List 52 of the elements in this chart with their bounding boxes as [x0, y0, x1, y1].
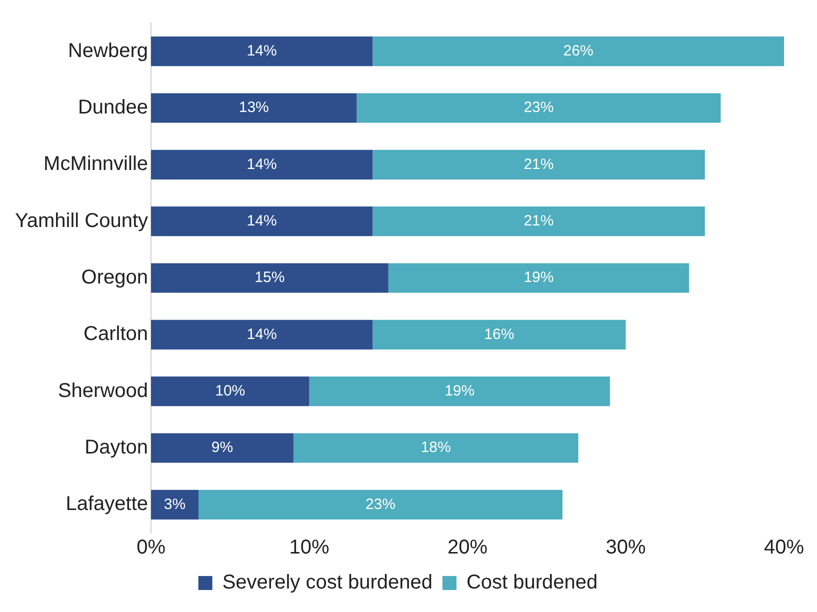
bar — [372, 36, 784, 66]
bar — [198, 490, 562, 520]
y-tick-label: Oregon — [81, 266, 148, 289]
bar — [151, 433, 294, 463]
data-label: 18% — [420, 439, 451, 456]
x-tick-label: 30% — [606, 536, 646, 559]
bar — [388, 263, 690, 293]
legend-label: Severely cost burdened — [222, 572, 432, 594]
bar — [151, 490, 198, 520]
bar — [151, 36, 373, 66]
y-tick-label: Dayton — [84, 436, 148, 459]
bar — [151, 150, 373, 180]
bar — [151, 206, 373, 236]
y-tick-label: Dundee — [78, 96, 148, 119]
bar — [151, 93, 357, 123]
data-label: 23% — [524, 99, 554, 116]
bar — [372, 320, 626, 350]
data-label: 14% — [246, 42, 277, 60]
x-tick-label: 40% — [764, 536, 804, 559]
bar — [356, 93, 721, 123]
data-label: 23% — [365, 496, 396, 513]
data-label: 21% — [524, 212, 554, 230]
y-tick-label: McMinnville — [44, 153, 148, 176]
data-label: 3% — [164, 496, 186, 513]
data-label: 21% — [524, 156, 554, 173]
data-label: 15% — [254, 269, 285, 286]
y-tick-label: Carlton — [84, 323, 148, 346]
data-label: 16% — [484, 326, 514, 343]
data-label: 26% — [563, 42, 594, 60]
bar — [372, 150, 705, 180]
x-tick-label: 10% — [289, 536, 330, 559]
bar — [372, 206, 705, 236]
bar — [151, 320, 373, 350]
x-tick-label: 20% — [447, 536, 488, 559]
x-tick-label: 0% — [136, 536, 166, 559]
legend-label: Cost burdened — [466, 572, 598, 594]
data-label: 19% — [524, 269, 554, 286]
data-label: 19% — [444, 382, 475, 400]
y-tick-label: Newberg — [68, 40, 148, 62]
data-label: 14% — [246, 212, 277, 230]
bar — [309, 376, 610, 406]
data-label: 14% — [246, 326, 277, 343]
bar — [151, 376, 310, 406]
y-tick-label: Lafayette — [66, 493, 148, 516]
data-label: 9% — [211, 439, 234, 456]
y-tick-label: Yamhill County — [14, 210, 148, 232]
bar — [151, 263, 388, 293]
data-label: 13% — [238, 99, 269, 116]
bar — [293, 433, 578, 463]
y-tick-label: Sherwood — [58, 380, 148, 402]
data-label: 14% — [246, 156, 277, 173]
data-label: 10% — [215, 382, 246, 400]
